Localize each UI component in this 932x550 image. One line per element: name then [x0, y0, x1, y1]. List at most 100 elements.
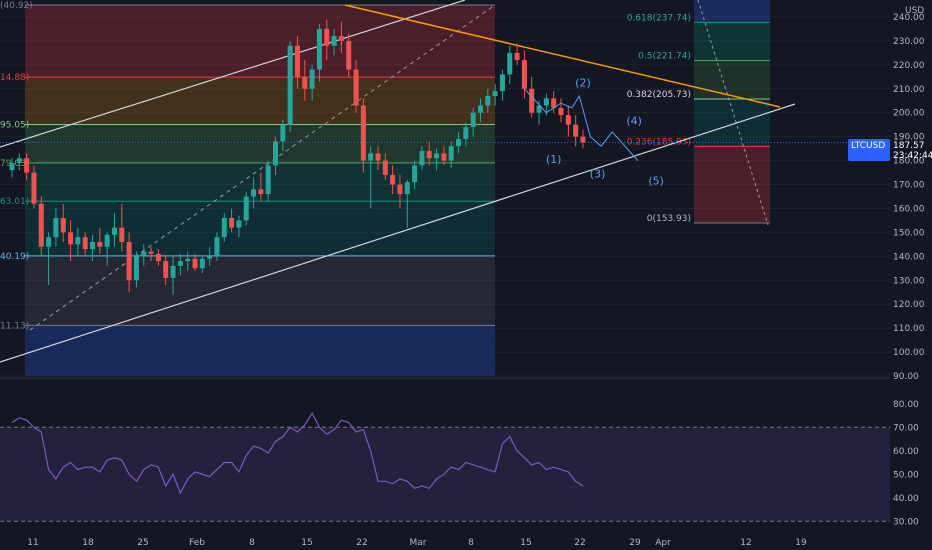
price-axis[interactable]: 240.00 230.00 220.00 210.00 200.00 190.00 180.… — [893, 13, 925, 382]
candle-body — [258, 189, 264, 195]
price-tick-label: 180.00 — [893, 157, 925, 167]
time-tick-label: 11 — [27, 538, 38, 548]
candle-countdown: 23:42:44 — [893, 151, 932, 161]
candle-body — [192, 258, 198, 269]
candle-body — [229, 218, 235, 228]
candle-body — [397, 184, 403, 195]
fib-retracement-left[interactable]: (40.92) 14.88) 95.05) 79.03) 63.01) 40.19) 11.… — [0, 1, 495, 376]
fib-left-band — [25, 255, 495, 326]
time-tick-label: Apr — [655, 538, 671, 548]
candle-body — [368, 153, 374, 161]
time-axis[interactable]: 11 18 25 Feb 8 15 22 Mar 8 15 22 29 Apr 12 19 — [27, 538, 807, 548]
price-tick-label: 230.00 — [893, 37, 925, 47]
price-tick-label: 200.00 — [893, 109, 925, 119]
trend-lines[interactable] — [0, 0, 848, 363]
fib-right-band — [694, 60, 770, 99]
candle-body — [514, 52, 520, 61]
rsi-tick-label: 30.00 — [893, 517, 919, 527]
rsi-tick-label: 60.00 — [893, 447, 919, 457]
candle-body — [558, 107, 564, 116]
candle-body — [580, 136, 586, 143]
candle-body — [163, 261, 169, 278]
wave-label: (3) — [590, 167, 606, 180]
candle-body — [309, 69, 315, 89]
fib-right-level-label: 0.5(221.74) — [638, 52, 691, 62]
time-tick-label: 19 — [795, 538, 807, 548]
price-tick-label: 100.00 — [893, 348, 925, 358]
time-tick-label: 8 — [249, 538, 255, 548]
fib-right-band — [694, 22, 770, 61]
time-tick-label: 22 — [574, 538, 585, 548]
fib-left-level-label: 40.19) — [0, 252, 29, 262]
fib-extension-right[interactable]: 0.618(237.74) 0.5(221.74) 0.382(205.73) 0.2… — [627, 0, 770, 226]
fib-right-band — [694, 98, 770, 147]
last-price-tag-bg — [848, 139, 890, 161]
candle-body — [353, 69, 359, 106]
time-tick-label: 15 — [520, 538, 531, 548]
fib-right-level-label: 0.618(237.74) — [627, 13, 691, 23]
fib-left-band — [25, 201, 495, 256]
candle-body — [104, 234, 110, 247]
candle-body — [346, 40, 352, 70]
candle-body — [573, 124, 579, 137]
candle-body — [38, 203, 44, 247]
candle-body — [141, 251, 147, 257]
lower-support-line — [0, 103, 796, 363]
candle-body — [9, 162, 15, 171]
candle-body — [404, 182, 410, 195]
candle-body — [529, 88, 535, 113]
candle-body — [111, 227, 117, 235]
candle-body — [294, 45, 300, 77]
time-tick-label: Feb — [189, 538, 205, 548]
rsi-pane — [0, 411, 890, 522]
price-tick-label: 170.00 — [893, 181, 925, 191]
fib-left-level-label: (40.92) — [0, 1, 33, 11]
candle-body — [507, 52, 513, 75]
candlestick-series — [9, 19, 586, 295]
candle-body — [338, 36, 344, 41]
time-tick-label: Mar — [410, 538, 427, 548]
candle-body — [243, 196, 249, 221]
candle-body — [265, 165, 271, 195]
candle-body — [375, 153, 381, 161]
price-tick-label: 120.00 — [893, 300, 925, 310]
candle-body — [456, 139, 462, 147]
candle-body — [133, 256, 139, 281]
price-tick-label: 190.00 — [893, 133, 925, 143]
fib-left-band — [25, 5, 495, 78]
price-tick-label: 140.00 — [893, 252, 925, 262]
candle-body — [434, 153, 440, 159]
candle-body — [477, 105, 483, 113]
candle-body — [492, 91, 498, 96]
time-tick-label: 22 — [356, 538, 367, 548]
last-price-tag: LTCUSD 187.57 23:42:44 — [848, 139, 932, 161]
candle-body — [419, 151, 425, 166]
candle-body — [412, 165, 418, 183]
last-price-symbol: LTCUSD — [851, 141, 885, 151]
candle-body — [46, 237, 52, 247]
candle-body — [207, 256, 213, 259]
candle-body — [280, 124, 286, 142]
wave-label: (5) — [648, 175, 664, 188]
candle-body — [551, 98, 557, 108]
candle-body — [90, 241, 96, 250]
price-tick-label: 220.00 — [893, 61, 925, 71]
candle-body — [565, 115, 571, 125]
elliott-wave-drawing[interactable]: (1) (2) (3) (4) (5) — [524, 76, 664, 188]
candle-body — [302, 76, 308, 89]
candle-body — [273, 141, 279, 166]
candle-body — [543, 98, 549, 106]
candle-body — [251, 189, 257, 197]
candle-body — [331, 36, 337, 46]
descending-resistance-line — [344, 4, 781, 108]
rsi-tick-label: 80.00 — [893, 400, 919, 410]
last-price-value: 187.57 — [893, 141, 925, 151]
rsi-axis[interactable]: 80.00 70.00 60.00 50.00 40.00 30.00 — [893, 400, 919, 528]
price-tick-label: 130.00 — [893, 276, 925, 286]
upper-channel-line — [0, 0, 466, 148]
candle-body — [499, 74, 505, 92]
candle-body — [324, 28, 330, 46]
fib-left-level-label: 63.01) — [0, 197, 29, 207]
